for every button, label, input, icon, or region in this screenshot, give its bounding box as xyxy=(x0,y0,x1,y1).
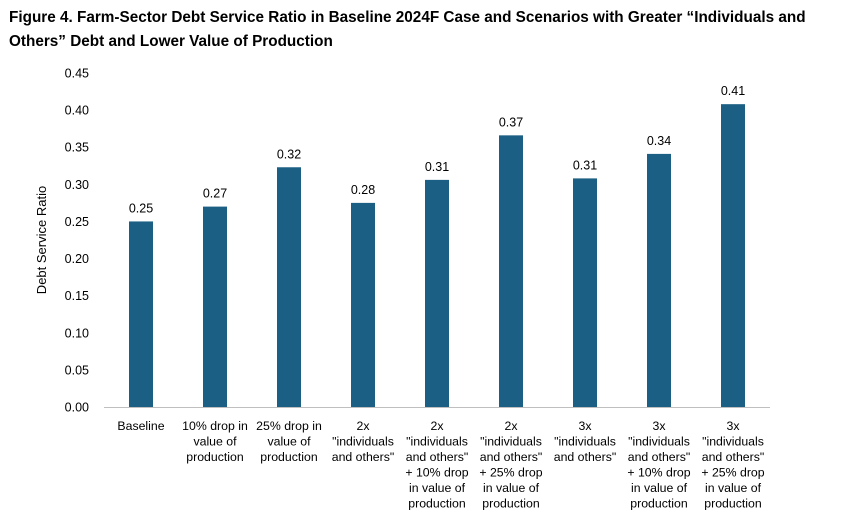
y-axis-label: Debt Service Ratio xyxy=(34,186,49,294)
data-label: 0.31 xyxy=(425,160,449,174)
category-label: production xyxy=(704,497,762,511)
data-label: 0.32 xyxy=(277,147,301,161)
category-label: production xyxy=(260,450,318,464)
bar xyxy=(351,202,375,407)
category-label: production xyxy=(408,497,466,511)
category-label: and others" xyxy=(628,450,690,464)
y-tick-label: 0.45 xyxy=(65,67,89,81)
data-label: 0.31 xyxy=(573,158,597,172)
data-label: 0.25 xyxy=(129,201,153,215)
category-label: "individuals xyxy=(480,435,542,449)
category-label: in value of xyxy=(705,481,762,495)
category-label: value of xyxy=(193,435,237,449)
category-label: 2x xyxy=(431,419,445,433)
category-label: "individuals xyxy=(332,435,394,449)
y-tick-label: 0.10 xyxy=(65,326,89,340)
data-labels: 0.25 0.27 0.32 0.28 0.31 0.37 0.31 0.34 0.41 xyxy=(129,84,745,215)
category-label: "individuals xyxy=(628,435,690,449)
bar xyxy=(277,167,301,407)
bar xyxy=(499,135,523,407)
category-label: "individuals xyxy=(554,435,616,449)
y-tick-label: 0.00 xyxy=(65,401,89,415)
category-label: and others" xyxy=(406,450,468,464)
category-label: 25% drop in xyxy=(256,419,322,433)
data-label: 0.28 xyxy=(351,183,375,197)
category-label: 3x xyxy=(727,419,741,433)
category-label: "individuals xyxy=(406,435,468,449)
category-label: production xyxy=(186,450,244,464)
category-label: 2x xyxy=(505,419,519,433)
category-label: value of xyxy=(267,435,311,449)
bars xyxy=(129,104,745,407)
category-label: + 25% drop xyxy=(701,466,764,480)
bar xyxy=(721,104,745,407)
category-label: "individuals xyxy=(702,435,764,449)
category-label: in value of xyxy=(483,481,540,495)
y-tick-label: 0.05 xyxy=(65,363,89,377)
bar xyxy=(129,221,153,407)
data-label: 0.41 xyxy=(721,84,745,98)
y-tick-label: 0.40 xyxy=(65,104,89,118)
category-label: 3x xyxy=(653,419,667,433)
y-tick-label: 0.35 xyxy=(65,141,89,155)
category-label: in value of xyxy=(631,481,688,495)
y-tick-label: 0.20 xyxy=(65,252,89,266)
y-tick-label: 0.15 xyxy=(65,289,89,303)
bar xyxy=(425,179,449,407)
category-label: production xyxy=(482,497,540,511)
bar xyxy=(203,206,227,407)
data-label: 0.27 xyxy=(203,187,227,201)
category-label: 2x xyxy=(357,419,371,433)
y-axis-ticks: 0.00 0.05 0.10 0.15 0.20 0.25 0.30 0.35 0.40 0.45 xyxy=(65,67,89,415)
y-tick-label: 0.30 xyxy=(65,178,89,192)
category-label: and others" xyxy=(554,450,616,464)
category-label: + 10% drop xyxy=(627,466,690,480)
bar xyxy=(573,178,597,407)
y-tick-label: 0.25 xyxy=(65,215,89,229)
category-label: and others" xyxy=(332,450,394,464)
category-label: and others" xyxy=(480,450,542,464)
bar xyxy=(647,153,671,407)
category-label: production xyxy=(630,497,688,511)
category-label: and others" xyxy=(702,450,764,464)
data-label: 0.37 xyxy=(499,115,523,129)
category-label: Baseline xyxy=(117,419,164,433)
category-label: 3x xyxy=(579,419,593,433)
category-label: + 10% drop xyxy=(405,466,468,480)
chart-title: Figure 4. Farm-Sector Debt Service Ratio… xyxy=(9,9,806,50)
data-label: 0.34 xyxy=(647,134,671,148)
category-label: 10% drop in xyxy=(182,419,248,433)
category-label: + 25% drop xyxy=(479,466,542,480)
category-label: in value of xyxy=(409,481,466,495)
